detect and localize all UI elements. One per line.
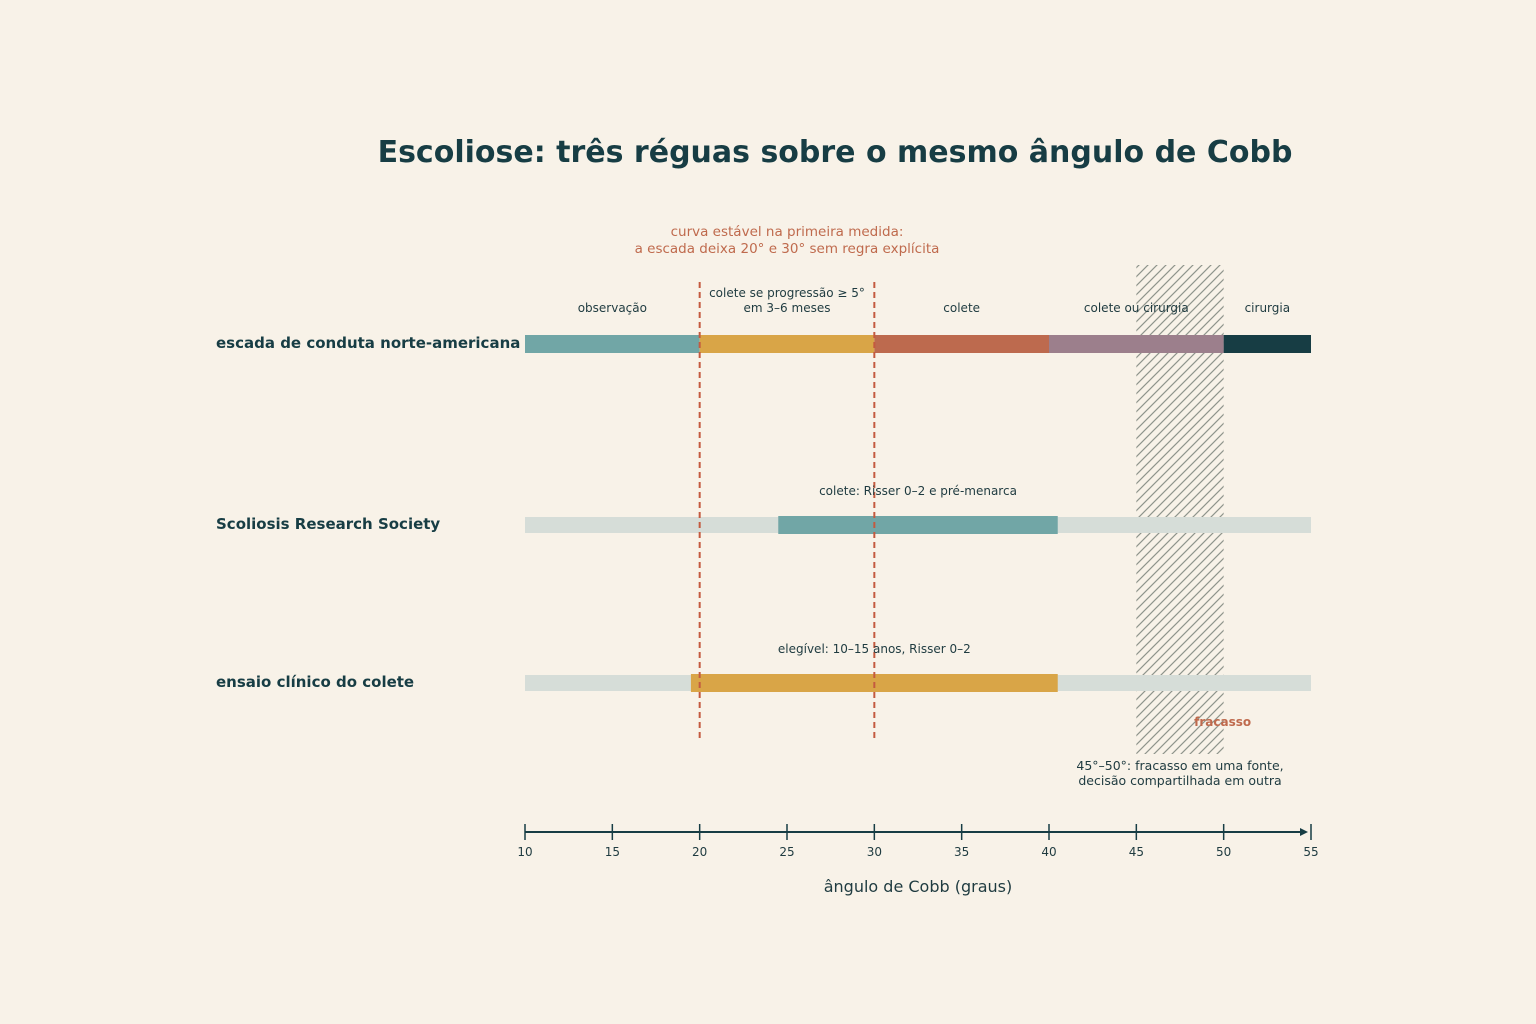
row-label-2: ensaio clínico do colete bbox=[216, 673, 414, 691]
segment-label-0-1: colete se progressão ≥ 5° em 3–6 meses bbox=[709, 286, 865, 315]
row-label-0: escada de conduta norte-americana bbox=[216, 334, 520, 352]
x-axis: 10 15 20 25 30 35 40 45 50 55 bbox=[517, 824, 1319, 859]
hatched-band-note: 45°–50°: fracasso em uma fonte, decisão c… bbox=[1076, 758, 1283, 788]
x-tick-label-0: 10 bbox=[517, 845, 532, 859]
x-tick-label-9: 55 bbox=[1303, 845, 1318, 859]
x-tick-label-7: 45 bbox=[1129, 845, 1144, 859]
x-axis-arrow bbox=[1300, 828, 1308, 836]
segment-0-0 bbox=[525, 335, 700, 353]
segment-label-1-0: colete: Risser 0–2 e pré-menarca bbox=[819, 484, 1017, 498]
hatched-band-label: fracasso bbox=[1194, 715, 1251, 729]
segment-label-0-0: observação bbox=[578, 301, 647, 315]
reference-note: curva estável na primeira medida: a escad… bbox=[635, 224, 940, 257]
x-tick-label-5: 35 bbox=[954, 845, 969, 859]
x-tick-label-8: 50 bbox=[1216, 845, 1231, 859]
segment-label-2-0: elegível: 10–15 anos, Risser 0–2 bbox=[778, 642, 971, 656]
segment-label-0-2: colete bbox=[943, 301, 980, 315]
x-tick-label-4: 30 bbox=[867, 845, 882, 859]
x-axis-title: ângulo de Cobb (graus) bbox=[824, 877, 1013, 896]
segment-0-3 bbox=[1049, 335, 1224, 353]
x-tick-label-2: 20 bbox=[692, 845, 707, 859]
segment-label-0-3: colete ou cirurgia bbox=[1084, 301, 1189, 315]
reference-line-layer bbox=[698, 282, 876, 738]
x-tick-label-3: 25 bbox=[779, 845, 794, 859]
segment-0-2 bbox=[874, 335, 1049, 353]
label-layer: fracasso 45°–50°: fracasso em uma fonte, d… bbox=[216, 224, 1290, 788]
segment-layer bbox=[525, 335, 1311, 692]
row-label-1: Scoliosis Research Society bbox=[216, 515, 440, 533]
segment-1-0 bbox=[778, 516, 1058, 534]
chart-title: Escoliose: três réguas sobre o mesmo âng… bbox=[378, 135, 1293, 170]
segment-0-1 bbox=[699, 335, 875, 353]
segment-0-4 bbox=[1223, 335, 1311, 353]
segment-label-0-4: cirurgia bbox=[1245, 301, 1291, 315]
x-tick-label-6: 40 bbox=[1041, 845, 1056, 859]
x-tick-label-1: 15 bbox=[605, 845, 620, 859]
